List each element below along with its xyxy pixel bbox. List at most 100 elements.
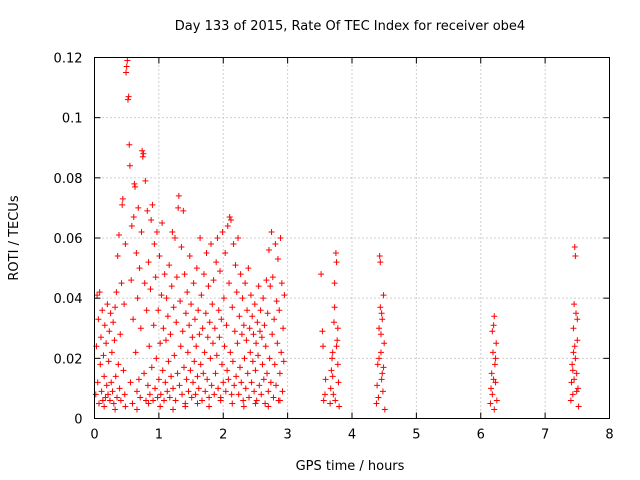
data-point — [319, 328, 326, 335]
data-point — [256, 382, 263, 389]
data-point — [327, 385, 334, 392]
data-point — [214, 235, 221, 241]
data-point — [145, 259, 152, 266]
data-point — [163, 295, 170, 302]
data-point — [334, 337, 341, 344]
data-point — [381, 406, 388, 413]
data-point — [493, 340, 500, 347]
data-point — [212, 370, 219, 377]
data-point — [573, 370, 580, 377]
data-point — [237, 271, 244, 278]
data-point — [572, 253, 579, 260]
x-tick-label: 8 — [605, 428, 613, 443]
data-point — [233, 373, 240, 380]
data-point — [568, 379, 575, 386]
data-point — [150, 322, 157, 329]
data-point — [112, 373, 119, 380]
data-point — [488, 370, 495, 377]
data-point — [329, 349, 336, 356]
data-point — [157, 340, 164, 347]
data-point — [137, 394, 144, 401]
data-point — [221, 343, 228, 350]
data-point — [204, 334, 211, 341]
data-point — [269, 274, 276, 281]
data-point — [574, 316, 581, 323]
data-point — [108, 379, 115, 386]
data-point — [179, 328, 186, 335]
data-point — [250, 331, 257, 338]
data-point — [193, 265, 200, 272]
x-tick-label: 5 — [412, 428, 420, 443]
data-point — [202, 310, 209, 317]
axis-ticks — [94, 57, 610, 419]
data-point — [233, 289, 240, 296]
data-point — [227, 349, 234, 356]
data-point — [264, 370, 271, 377]
data-point — [199, 325, 206, 332]
data-point — [206, 403, 213, 410]
data-point — [491, 313, 498, 320]
data-point — [213, 352, 220, 359]
data-point — [327, 400, 334, 407]
x-tick-label: 6 — [477, 428, 485, 443]
data-point — [124, 57, 131, 64]
data-point — [274, 340, 281, 347]
data-point — [192, 391, 199, 398]
data-point — [132, 349, 139, 356]
data-point — [570, 325, 577, 332]
data-point — [173, 319, 180, 326]
data-point — [278, 280, 285, 287]
data-point — [333, 343, 340, 350]
data-point — [128, 222, 135, 229]
data-point — [119, 201, 126, 208]
data-point — [491, 361, 498, 368]
data-point — [240, 322, 247, 329]
data-point — [190, 280, 197, 287]
data-point — [175, 204, 182, 211]
data-point — [162, 337, 169, 344]
data-point — [280, 325, 287, 332]
data-point — [253, 397, 260, 404]
data-point — [135, 204, 142, 211]
y-tick-label: 0.12 — [54, 52, 83, 67]
data-point — [229, 400, 236, 407]
data-point — [99, 307, 106, 314]
data-point — [124, 96, 131, 103]
data-point — [191, 316, 198, 323]
data-point — [331, 304, 338, 311]
data-point — [194, 400, 201, 407]
data-point — [168, 283, 175, 290]
data-point — [101, 373, 108, 380]
data-point — [196, 331, 203, 338]
data-point — [126, 141, 133, 148]
data-point — [333, 259, 340, 266]
data-point — [379, 370, 386, 377]
data-point — [256, 328, 263, 335]
x-tick-label: 3 — [283, 428, 291, 443]
data-point — [222, 388, 229, 395]
x-tick-label: 2 — [219, 428, 227, 443]
data-point — [572, 355, 579, 362]
data-point — [105, 391, 112, 398]
data-point — [188, 394, 195, 401]
data-point — [197, 361, 204, 368]
data-point — [276, 397, 283, 404]
data-point — [201, 349, 208, 356]
data-point — [238, 379, 245, 386]
x-tick-label: 4 — [348, 428, 356, 443]
data-point — [239, 295, 246, 302]
data-point — [318, 271, 325, 278]
data-point — [245, 265, 252, 272]
data-point — [242, 280, 249, 287]
data-point — [143, 307, 150, 314]
data-point — [320, 343, 327, 350]
data-point — [235, 391, 242, 398]
data-point — [184, 289, 191, 296]
data-point — [122, 241, 129, 248]
data-point — [268, 228, 275, 235]
data-point — [157, 403, 164, 410]
data-point — [159, 367, 166, 374]
data-point — [106, 397, 113, 404]
x-tick-label: 1 — [155, 428, 163, 443]
data-point — [156, 253, 163, 260]
